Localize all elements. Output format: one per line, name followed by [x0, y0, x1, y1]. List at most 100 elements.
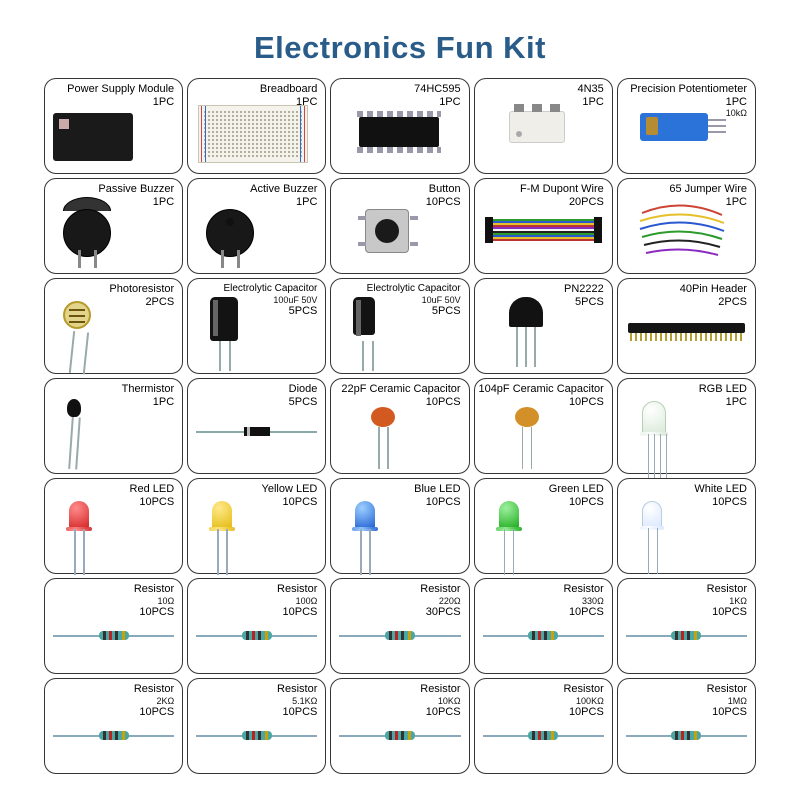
item-qty: 10PCS	[563, 606, 603, 619]
cell-power-supply: Power Supply Module 1PC	[44, 78, 183, 174]
resistor-icon	[626, 735, 747, 737]
item-qty: 20PCS	[520, 196, 604, 209]
item-qty: 10PCS	[694, 496, 747, 509]
item-qty: 5PCS	[289, 396, 318, 409]
label: Yellow LED 10PCS	[262, 483, 318, 508]
label: Resistor 5.1KΩ 10PCS	[277, 683, 317, 719]
label: Resistor 100Ω 10PCS	[277, 583, 317, 619]
item-name: Resistor	[707, 583, 747, 595]
item-qty: 10PCS	[262, 496, 318, 509]
power-supply-icon	[53, 113, 133, 161]
green-led-icon	[499, 501, 519, 529]
item-sub: 1MΩ	[707, 696, 747, 706]
cell-resistor-1m: Resistor 1MΩ 10PCS	[617, 678, 756, 774]
item-sub: 220Ω	[420, 596, 460, 606]
cell-resistor-220: Resistor 220Ω 30PCS	[330, 578, 469, 674]
ceramic-cap-icon	[371, 407, 395, 427]
cell-104pf-cap: 104pF Ceramic Capacitor 10PCS	[474, 378, 613, 474]
tactile-button-icon	[365, 209, 409, 253]
item-name: Diode	[289, 383, 318, 395]
dupont-wire-icon	[489, 209, 598, 251]
item-name: Active Buzzer	[250, 183, 317, 195]
item-name: Green LED	[549, 483, 604, 495]
item-sub: 100KΩ	[563, 696, 603, 706]
cell-ecap-10uf: Electrolytic Capacitor 10uF 50V 5PCS	[330, 278, 469, 374]
label: Resistor 1KΩ 10PCS	[707, 583, 747, 619]
item-sub: 2KΩ	[134, 696, 174, 706]
cell-40pin-header: 40Pin Header 2PCS	[617, 278, 756, 374]
electrolytic-cap-icon	[353, 297, 375, 335]
item-qty: 10PCS	[414, 496, 460, 509]
item-qty: 2PCS	[109, 296, 174, 309]
cell-resistor-100: Resistor 100Ω 10PCS	[187, 578, 326, 674]
cell-ecap-100uf: Electrolytic Capacitor 100uF 50V 5PCS	[187, 278, 326, 374]
item-name: Resistor	[277, 583, 317, 595]
label: Red LED 10PCS	[130, 483, 175, 508]
item-name: Red LED	[130, 483, 175, 495]
item-name: Resistor	[277, 683, 317, 695]
item-qty: 2PCS	[680, 296, 747, 309]
item-qty: 10PCS	[478, 396, 603, 409]
label: Resistor 330Ω 10PCS	[563, 583, 603, 619]
cell-potentiometer: Precision Potentiometer 1PC 10kΩ	[617, 78, 756, 174]
item-name: Resistor	[420, 583, 460, 595]
cell-rgb-led: RGB LED 1PC	[617, 378, 756, 474]
item-name: Blue LED	[414, 483, 460, 495]
cell-breadboard: Breadboard 1PC	[187, 78, 326, 174]
item-qty: 10PCS	[277, 706, 317, 719]
item-name: RGB LED	[699, 383, 747, 395]
label: 40Pin Header 2PCS	[680, 283, 747, 308]
item-qty: 10PCS	[130, 496, 175, 509]
cell-blue-led: Blue LED 10PCS	[330, 478, 469, 574]
item-sub: 330Ω	[563, 596, 603, 606]
item-name: Button	[429, 183, 461, 195]
label: Resistor 1MΩ 10PCS	[707, 683, 747, 719]
item-sub: 100Ω	[277, 596, 317, 606]
resistor-icon	[53, 735, 174, 737]
item-name: Passive Buzzer	[98, 183, 174, 195]
resistor-icon	[196, 635, 317, 637]
item-sub: 10KΩ	[420, 696, 460, 706]
item-qty: 10PCS	[134, 706, 174, 719]
ceramic-cap-icon	[515, 407, 539, 427]
dip-chip-icon	[359, 117, 439, 147]
cell-pn2222: PN2222 5PCS	[474, 278, 613, 374]
item-qty: 10PCS	[707, 606, 747, 619]
breadboard-icon	[198, 105, 308, 163]
red-led-icon	[69, 501, 89, 529]
item-name: 4N35	[578, 83, 604, 95]
item-qty: 10PCS	[549, 496, 604, 509]
jumper-wire-icon	[636, 201, 728, 261]
label: 22pF Ceramic Capacitor 10PCS	[341, 383, 460, 408]
active-buzzer-icon	[206, 209, 254, 257]
electrolytic-cap-icon	[210, 297, 238, 341]
item-name: Resistor	[563, 583, 603, 595]
potentiometer-icon	[640, 113, 708, 141]
blue-led-icon	[355, 501, 375, 529]
item-name: 22pF Ceramic Capacitor	[341, 383, 460, 395]
label: Passive Buzzer 1PC	[98, 183, 174, 208]
cell-diode: Diode 5PCS	[187, 378, 326, 474]
diode-icon	[196, 431, 317, 433]
cell-passive-buzzer: Passive Buzzer 1PC	[44, 178, 183, 274]
item-name: 74HC595	[414, 83, 460, 95]
cell-resistor-5k1: Resistor 5.1KΩ 10PCS	[187, 678, 326, 774]
item-name: F-M Dupont Wire	[520, 183, 604, 195]
item-name: Resistor	[563, 683, 603, 695]
item-qty: 10PCS	[277, 606, 317, 619]
optocoupler-icon	[509, 111, 565, 143]
resistor-icon	[339, 635, 460, 637]
item-name: Electrolytic Capacitor	[367, 283, 461, 294]
item-name: White LED	[694, 483, 747, 495]
cell-white-led: White LED 10PCS	[617, 478, 756, 574]
page-title: Electronics Fun Kit	[42, 0, 758, 78]
cell-22pf-cap: 22pF Ceramic Capacitor 10PCS	[330, 378, 469, 474]
label: Resistor 10Ω 10PCS	[134, 583, 174, 619]
thermistor-icon	[67, 399, 81, 417]
label: Resistor 10KΩ 10PCS	[420, 683, 460, 719]
item-qty: 10PCS	[420, 706, 460, 719]
label: Resistor 100KΩ 10PCS	[563, 683, 603, 719]
resistor-icon	[53, 635, 174, 637]
item-qty: 10PCS	[426, 196, 461, 209]
item-name: 65 Jumper Wire	[669, 183, 747, 195]
